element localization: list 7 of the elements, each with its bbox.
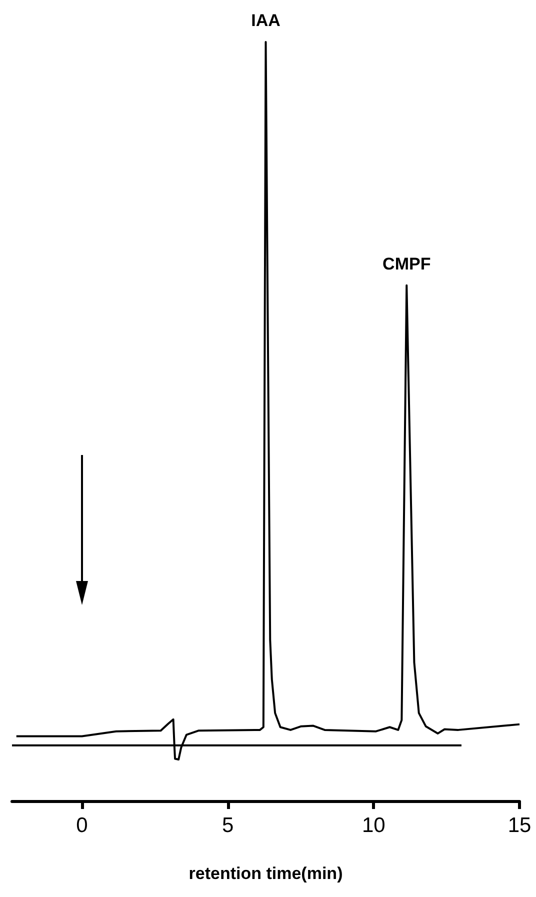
x-tick-label: 10 — [362, 814, 386, 837]
annotation: IAA — [251, 11, 280, 30]
x-tick-label: 5 — [222, 814, 234, 837]
x-tick-label: 0 — [76, 814, 88, 837]
annotation: CMPF — [382, 254, 431, 274]
x-axis-title: retention time(min) — [188, 864, 343, 883]
x-tick-label: 15 — [508, 814, 532, 837]
